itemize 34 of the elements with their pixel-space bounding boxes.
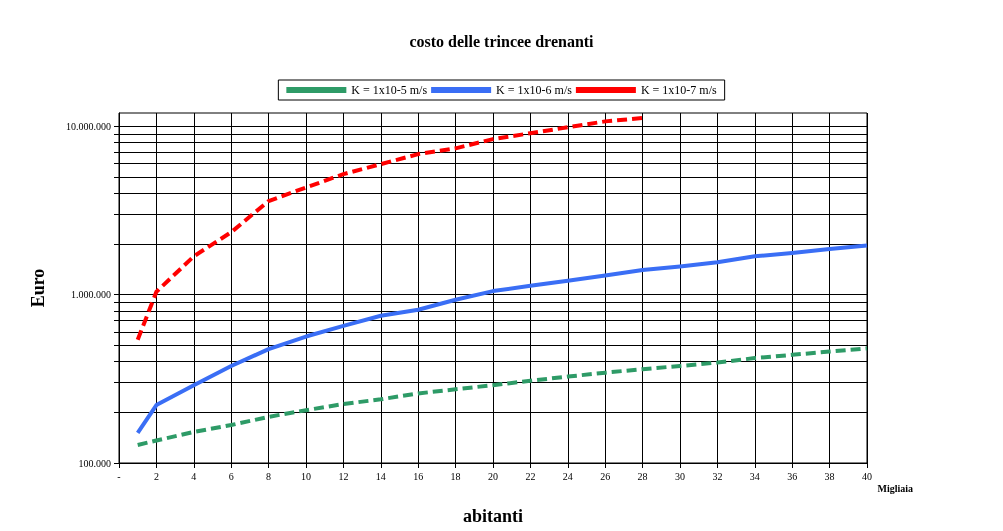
x-tick-label: 24 <box>562 470 573 482</box>
x-tick-label: 12 <box>338 470 349 482</box>
line-series <box>135 243 869 435</box>
y-tick-label: 100.000 <box>78 457 111 469</box>
x-axis-title: abitanti <box>462 506 524 526</box>
legend-label: K = 1x10-7 m/s <box>640 83 717 97</box>
line-series <box>135 116 645 342</box>
x-tick-label: 10 <box>301 470 311 482</box>
x-tick-label: 32 <box>712 470 723 482</box>
x-tick-label: 26 <box>600 470 611 482</box>
x-tick-label: 22 <box>525 470 536 482</box>
legend-label: K = 1x10-6 m/s <box>496 83 573 97</box>
x-tick-label: 36 <box>787 470 798 482</box>
x-tick-label: 18 <box>450 470 461 482</box>
x-tick-label: 8 <box>266 470 272 482</box>
x-tick-label: 2 <box>153 470 159 482</box>
x-tick-label: 34 <box>749 470 760 482</box>
y-axis-title: Euro <box>28 268 48 308</box>
y-tick-label: 10.000.000 <box>66 120 111 132</box>
x-tick-label: 20 <box>488 470 498 482</box>
x-tick-label: 30 <box>675 470 685 482</box>
chart-title: costo delle trincee drenanti <box>409 32 595 50</box>
x-tick-label: 28 <box>637 470 648 482</box>
x-tick-label: - <box>117 470 121 482</box>
line-series <box>135 346 869 447</box>
legend-label: K = 1x10-5 m/s <box>351 83 428 97</box>
x-tick-label: 6 <box>228 470 234 482</box>
x-tick-label: 40 <box>862 470 872 482</box>
x-tick-label: 38 <box>824 470 835 482</box>
x-tick-label: 4 <box>191 470 197 482</box>
text: Migliaia <box>877 482 914 494</box>
x-tick-label: 16 <box>413 470 424 482</box>
x-tick-label: 14 <box>375 470 386 482</box>
y-tick-label: 1.000.000 <box>71 289 111 301</box>
